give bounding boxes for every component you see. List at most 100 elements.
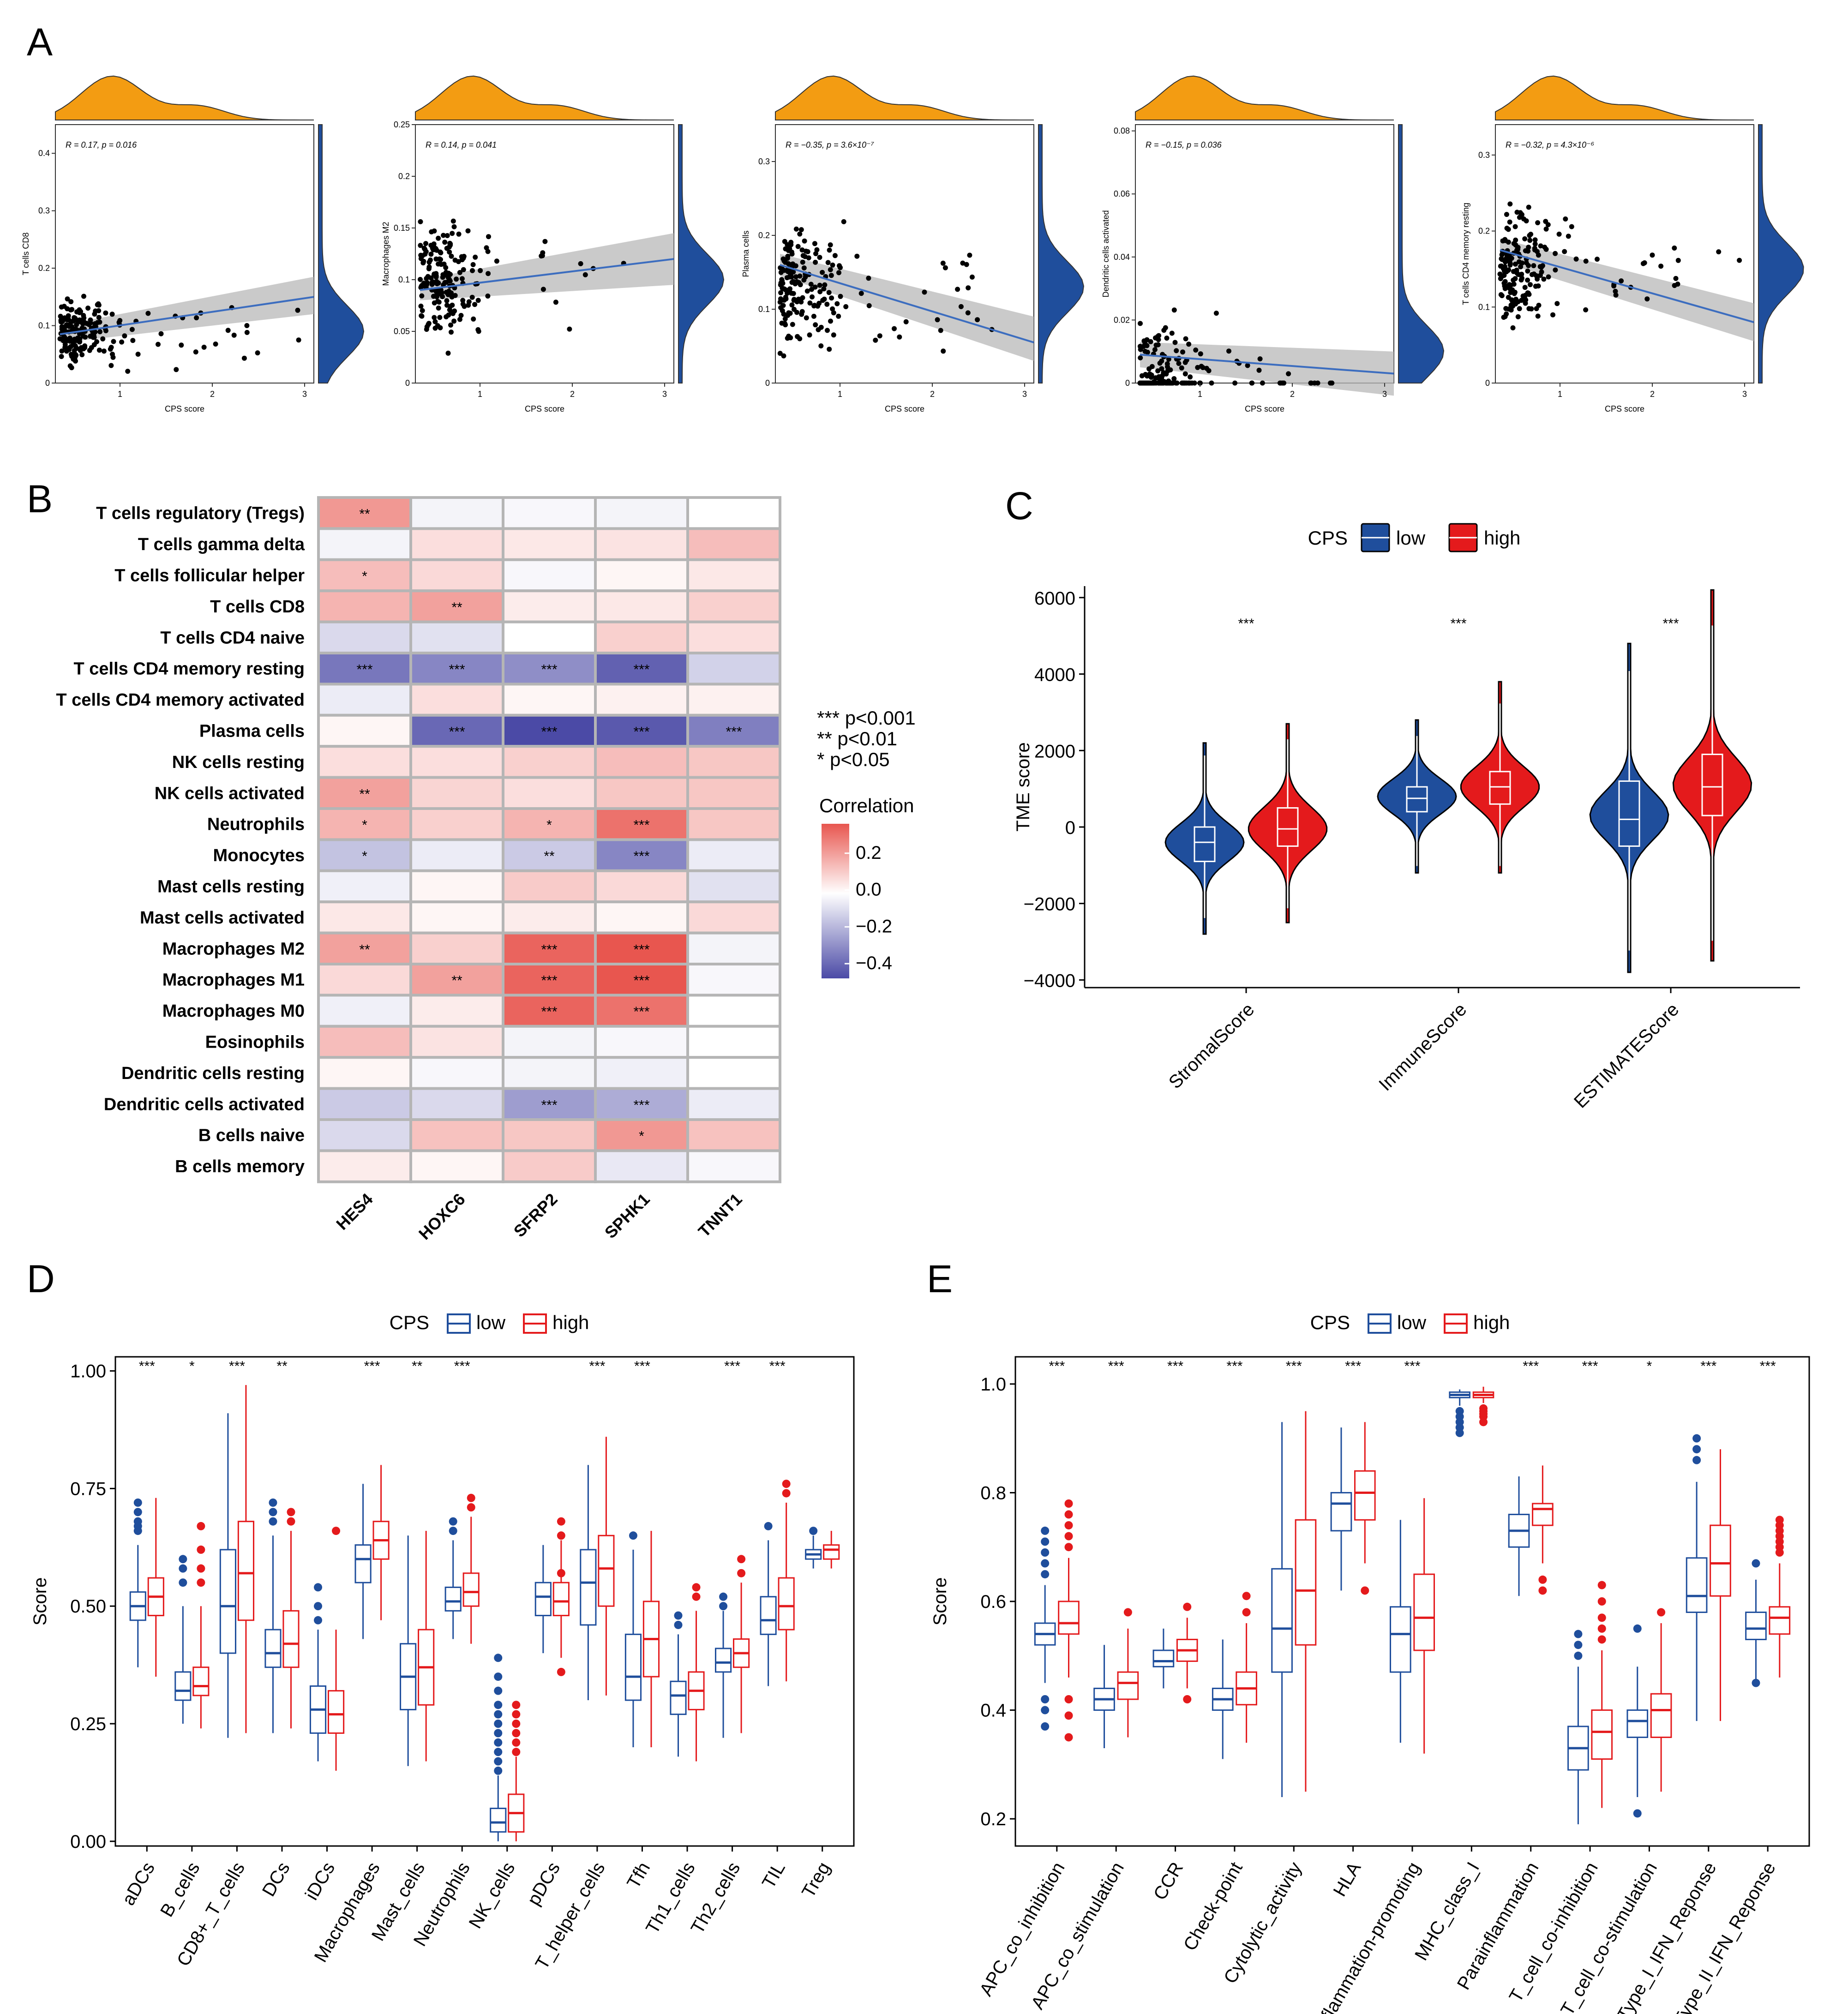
scatter-point [420,253,425,258]
outlier-point [737,1569,746,1577]
scatter-point [1517,306,1522,312]
scatter-point [1650,252,1655,258]
scatter-point [424,280,430,286]
scatter-point [1503,306,1509,311]
scatter-point [1193,348,1199,353]
scatter-point [1543,219,1548,224]
scatter-point [57,336,63,342]
heatmap-cell [502,683,597,717]
scatter-point [1170,380,1175,386]
significance-stars: *** [1286,1359,1302,1374]
correlation-annotation: R = 0.17, p = 0.016 [66,140,137,150]
heatmap-cell [502,1025,597,1059]
outlier-point [1064,1532,1073,1540]
scatter-plot-a4: 1 2 3 0 0.02 0.04 0.06 0.08 CPS score Dendritic c… [1101,75,1445,414]
significance-stars: *** [633,725,649,740]
scatter-point [174,367,179,372]
heatmap-cell [594,620,689,654]
heatmap-row-label: T cells follicular helper [114,566,305,586]
scatter-point [423,241,428,246]
scatter-point [780,303,786,308]
scatter-point [1156,374,1162,379]
box-low [534,1582,552,1617]
scatter-point [800,259,805,265]
scatter-point [967,252,972,258]
scatter-point [473,254,478,260]
scatter-point [828,273,834,278]
y-tick-label: 0.2 [1478,227,1490,236]
x-axis-label: CPS score [1605,404,1644,414]
scatter-point [1506,227,1511,232]
scatter-point [1518,277,1524,283]
scatter-point [1156,333,1162,338]
scatter-point [955,287,960,292]
scatter-point [1213,311,1219,316]
scatter-point [61,328,67,333]
scatter-point [125,369,131,374]
outlier-point [1183,1602,1192,1611]
heatmap-row-label: T cells CD4 memory resting [73,659,305,679]
scatter-point [1507,201,1513,207]
scatter-point [447,307,452,312]
scatter-point [431,247,436,252]
heatmap-row-label: Monocytes [213,846,305,865]
heatmap-cell [594,1087,689,1121]
scatter-point [1155,368,1161,374]
scatter-point [1188,374,1193,380]
scatter-point [97,329,103,335]
scatter-point [817,255,822,260]
scatter-point [1286,371,1291,377]
scatter-point [426,321,432,326]
y-tick-label: 0.1 [398,275,410,284]
confidence-band [780,254,1034,361]
scatter-point [201,344,207,350]
outlier-point [557,1531,565,1540]
outlier-point [494,1748,503,1756]
x-tick-label: Treg [798,1859,834,1901]
heatmap-cell [317,683,412,717]
scatter-point [806,255,811,261]
panel-label-a: A [27,20,53,64]
scatter-point [942,265,948,270]
scatter-point [798,282,803,288]
box-high [327,1690,345,1734]
outlier-point [467,1493,475,1502]
significance-stars: *** [769,1359,786,1374]
outlier-point [1574,1630,1583,1638]
box-high [823,1544,840,1560]
scatter-point [1556,231,1562,237]
scatter-point [58,319,64,324]
scatter-point [803,248,809,254]
scatter-point [820,270,825,275]
heatmap-row-label: Eosinophils [205,1033,305,1052]
heatmap-cell [594,807,689,841]
scatter-point [1504,256,1509,261]
x-tick-label: 1 [1558,390,1562,399]
outlier-point [1064,1733,1073,1742]
scatter-point [817,282,822,288]
outlier-point [494,1757,503,1766]
scatter-point [466,299,472,305]
panel-label-d: D [27,1257,55,1301]
scatter-point [1517,215,1522,220]
right-density-curve [318,124,365,384]
scatter-point [1145,349,1150,355]
outlier-point [269,1508,277,1516]
outlier-point [494,1766,503,1775]
scatter-point [1514,267,1519,273]
significance-stars: * [362,569,367,584]
y-tick-label: 0.3 [38,206,50,216]
scatter-point [69,307,75,312]
x-tick-label: Check-point [1180,1859,1247,1954]
scatter-point [1526,204,1531,210]
heatmap-cell [594,589,689,623]
scatter-point [827,347,832,352]
heatmap-row-label: T cells CD4 naive [160,628,305,647]
significance-stars: *** [634,1359,650,1374]
significance-stars: *** [589,1359,605,1374]
outlier-point [557,1517,565,1526]
heatmap-cell [594,1056,689,1090]
heatmap-cell [317,589,412,623]
scatter-point [785,253,791,259]
scatter-point [437,315,443,320]
